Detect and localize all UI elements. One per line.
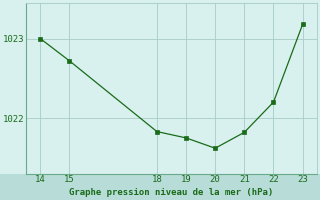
X-axis label: Graphe pression niveau de la mer (hPa): Graphe pression niveau de la mer (hPa): [69, 188, 274, 197]
